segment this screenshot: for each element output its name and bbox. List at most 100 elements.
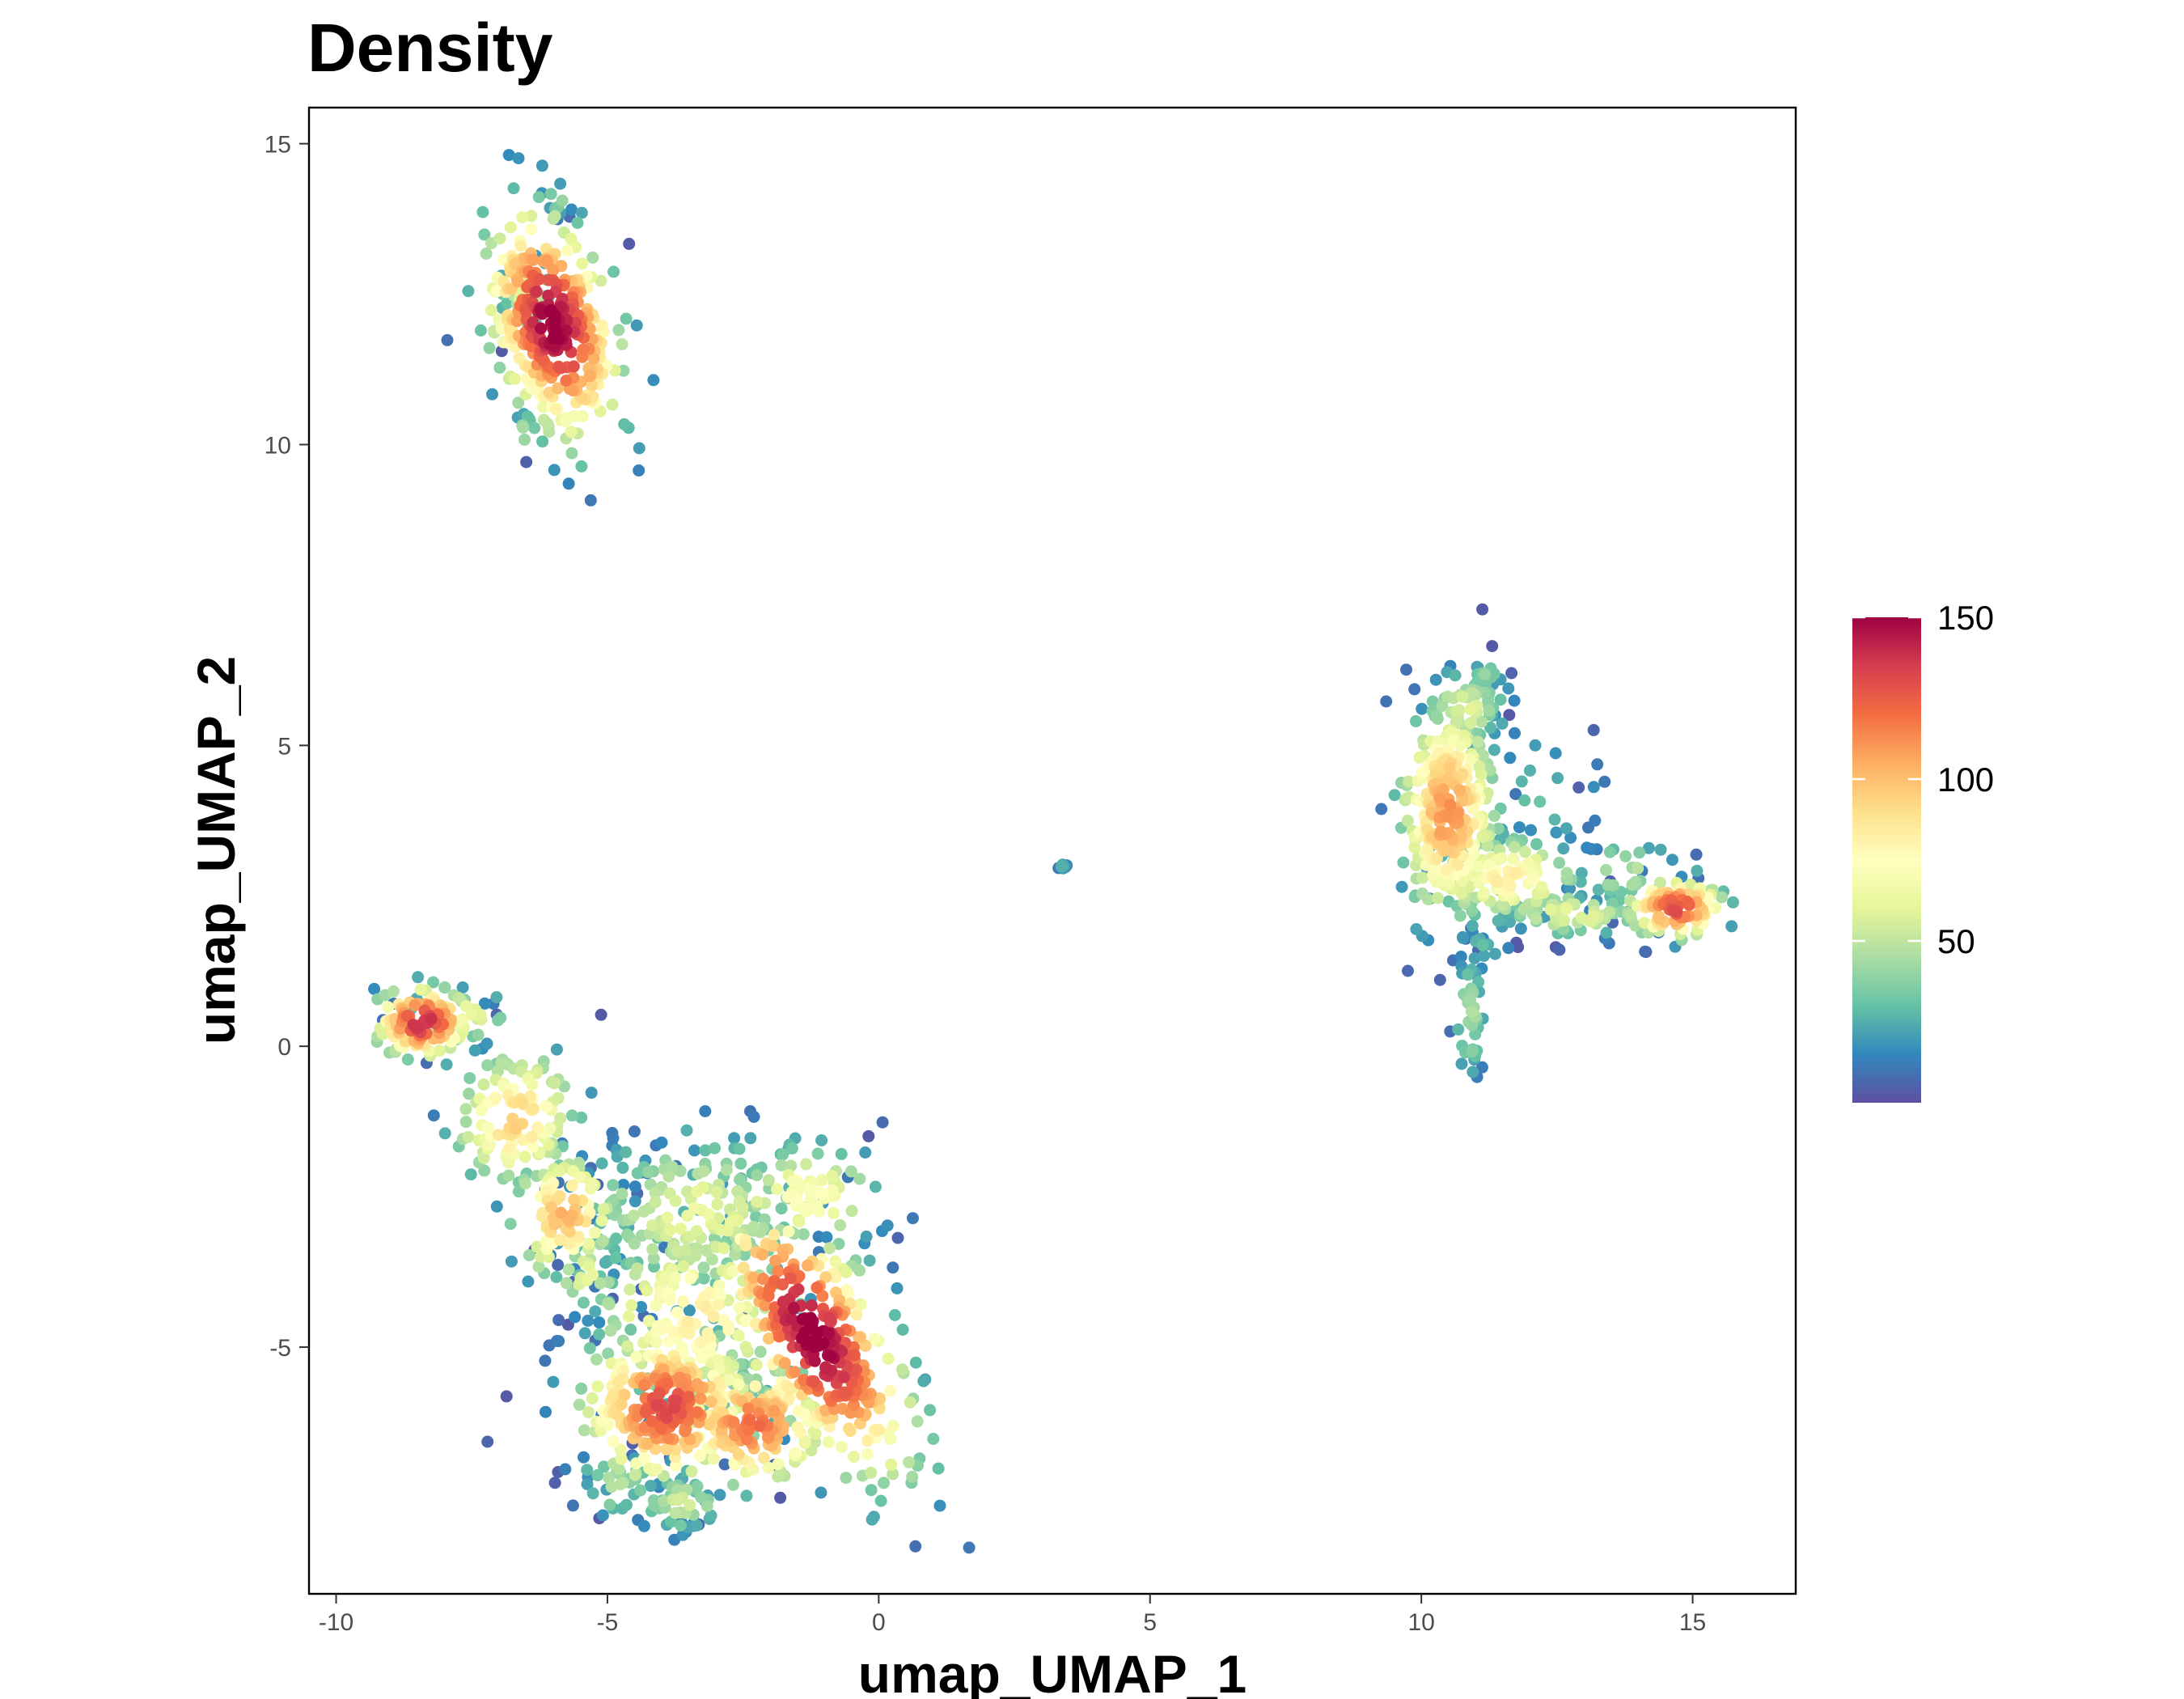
scatter-point xyxy=(778,1357,791,1370)
scatter-point xyxy=(516,211,529,224)
scatter-point xyxy=(728,1132,741,1145)
scatter-point xyxy=(1388,789,1401,802)
scatter-point xyxy=(853,1331,866,1344)
scatter-point xyxy=(620,1146,633,1159)
scatter-point xyxy=(427,1109,440,1122)
scatter-point xyxy=(603,1498,616,1511)
scatter-point xyxy=(610,1232,622,1245)
scatter-point xyxy=(562,477,575,490)
scatter-point xyxy=(658,1494,671,1507)
scatter-point xyxy=(634,1484,647,1497)
scatter-point xyxy=(535,1210,548,1222)
scatter-point xyxy=(552,1314,565,1327)
scatter-point xyxy=(800,1158,812,1171)
scatter-point xyxy=(697,1165,710,1178)
scatter-point xyxy=(709,1142,721,1155)
scatter-point xyxy=(733,1301,746,1314)
scatter-point xyxy=(1690,848,1703,861)
x-tick-label: 5 xyxy=(1143,1609,1157,1636)
scatter-point xyxy=(617,364,630,377)
scatter-point xyxy=(571,217,584,229)
scatter-point xyxy=(775,1202,788,1215)
scatter-point xyxy=(676,1348,689,1361)
scatter-point xyxy=(660,1443,673,1455)
scatter-point xyxy=(866,1513,878,1526)
scatter-point xyxy=(1484,721,1496,734)
scatter-point xyxy=(609,1252,622,1265)
scatter-point xyxy=(566,1499,579,1512)
scatter-point xyxy=(740,1433,753,1446)
scatter-point xyxy=(531,1121,544,1133)
scatter-point xyxy=(865,1466,878,1479)
scatter-point xyxy=(775,1159,788,1172)
scatter-point xyxy=(512,1185,525,1198)
scatter-point xyxy=(1653,913,1666,926)
scatter-point xyxy=(510,1122,523,1135)
scatter-point xyxy=(784,1272,797,1285)
scatter-point xyxy=(691,1480,704,1493)
scatter-point xyxy=(560,375,573,387)
scatter-point xyxy=(1550,826,1563,839)
scatter-point xyxy=(577,343,590,356)
scatter-point xyxy=(829,1255,842,1268)
scatter-point xyxy=(1512,941,1525,954)
scatter-point xyxy=(502,1169,515,1182)
scatter-point xyxy=(1633,846,1646,859)
scatter-point xyxy=(554,177,567,190)
scatter-point xyxy=(438,1127,451,1140)
scatter-point xyxy=(1441,863,1454,876)
scatter-point xyxy=(540,254,553,267)
scatter-point xyxy=(1581,841,1594,854)
scatter-point xyxy=(414,983,427,996)
scatter-point xyxy=(1476,603,1489,616)
scatter-point xyxy=(1475,715,1488,728)
scatter-point xyxy=(1572,781,1585,794)
scatter-point xyxy=(603,1298,616,1311)
scatter-point xyxy=(578,1451,590,1464)
scatter-point xyxy=(705,1253,718,1266)
scatter-point xyxy=(1488,947,1501,960)
scatter-point xyxy=(674,1222,687,1235)
scatter-point xyxy=(569,1311,582,1324)
scatter-point xyxy=(581,1464,594,1477)
scatter-point xyxy=(792,1283,805,1296)
scatter-point xyxy=(1403,775,1416,788)
scatter-point xyxy=(884,1384,897,1397)
scatter-point xyxy=(401,1053,414,1066)
scatter-point xyxy=(891,1282,904,1294)
scatter-point xyxy=(876,1116,889,1129)
scatter-point xyxy=(734,1157,747,1170)
scatter-point xyxy=(829,1271,842,1284)
scatter-point xyxy=(412,971,425,984)
scatter-point xyxy=(647,1252,660,1265)
scatter-point xyxy=(1549,747,1562,760)
scatter-point xyxy=(1455,1057,1468,1070)
scatter-point xyxy=(637,1519,650,1532)
scatter-point xyxy=(891,1231,904,1244)
scatter-point xyxy=(647,374,660,387)
scatter-point xyxy=(759,1299,772,1311)
scatter-point xyxy=(777,1148,789,1161)
scatter-point xyxy=(659,1270,672,1283)
scatter-point xyxy=(584,494,597,506)
scatter-point xyxy=(720,1163,733,1176)
scatter-point xyxy=(1471,735,1484,748)
scatter-point xyxy=(622,1310,635,1323)
scatter-point xyxy=(452,991,465,1004)
scatter-point xyxy=(635,1301,648,1313)
scatter-point xyxy=(917,1375,930,1388)
scatter-point xyxy=(607,1179,620,1192)
scatter-point xyxy=(1456,930,1469,943)
scatter-point xyxy=(550,1043,563,1056)
scatter-point xyxy=(618,417,631,430)
scatter-point xyxy=(530,285,543,298)
scatter-point xyxy=(782,1225,795,1238)
scatter-point xyxy=(811,1282,823,1294)
scatter-point xyxy=(835,1147,848,1160)
scatter-point xyxy=(649,1196,662,1209)
scatter-point xyxy=(526,1078,539,1091)
scatter-point xyxy=(1452,1023,1465,1036)
scatter-point xyxy=(505,1255,518,1268)
scatter-point xyxy=(1483,704,1496,717)
scatter-point xyxy=(768,1229,781,1241)
